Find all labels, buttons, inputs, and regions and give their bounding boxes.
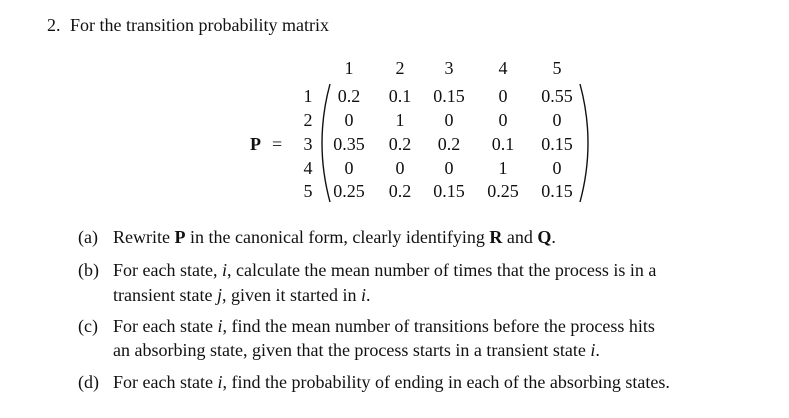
- text-segment: i: [217, 316, 223, 336]
- row-label: 4: [303, 158, 313, 178]
- matrix-entry: 0.1: [388, 86, 412, 106]
- text-segment: transient state: [113, 285, 217, 305]
- matrix-entry: 0.2: [388, 181, 412, 201]
- text-segment: , calculate the mean number of times tha…: [226, 260, 657, 280]
- right-paren: [579, 83, 589, 203]
- matrix-entry: 0: [444, 110, 454, 130]
- text-segment: For each state,: [113, 260, 222, 280]
- part-line: For each state, i, calculate the mean nu…: [113, 261, 656, 279]
- matrix-relation: =: [272, 134, 283, 154]
- matrix-entry: 0: [395, 158, 405, 178]
- row-label: 1: [303, 86, 313, 106]
- part-label: (a): [78, 227, 98, 247]
- matrix-entry: 0.55: [541, 86, 573, 106]
- part-label: (b): [78, 260, 99, 280]
- part-line: For each state i, find the probability o…: [113, 373, 670, 391]
- col-label: 5: [552, 58, 562, 78]
- part-line: For each state i, find the mean number o…: [113, 317, 655, 335]
- text-segment: i: [217, 372, 223, 392]
- matrix-entry: 0: [498, 86, 508, 106]
- text-segment: an absorbing state, given that the proce…: [113, 340, 591, 360]
- left-paren: [321, 83, 331, 203]
- text-segment: i: [360, 285, 366, 305]
- part-label: (d): [78, 372, 99, 392]
- text-segment: For each state: [113, 372, 218, 392]
- text-segment: , find the probability of ending in each…: [222, 372, 670, 392]
- matrix-entry: 0: [552, 158, 562, 178]
- text-segment: , find the mean number of transitions be…: [222, 316, 655, 336]
- text-segment: in the canonical form, clearly identifyi…: [185, 227, 490, 247]
- text-segment: .: [365, 285, 371, 305]
- matrix-entry: 0.1: [491, 134, 515, 154]
- text-segment: .: [595, 340, 600, 360]
- text-segment: , given it started in: [221, 285, 361, 305]
- part-line: an absorbing state, given that the proce…: [113, 341, 600, 359]
- part-line: transient state j, given it started in i…: [113, 286, 370, 304]
- problem-number: 2.: [47, 15, 61, 35]
- col-label: 4: [498, 58, 508, 78]
- text-segment: Q: [537, 227, 552, 247]
- matrix-entry: 0.15: [433, 86, 465, 106]
- text-segment: Rewrite: [113, 227, 175, 247]
- matrix-entry: 0: [444, 158, 454, 178]
- matrix-entry: 0.15: [433, 181, 465, 201]
- matrix-entry: 0.35: [333, 134, 365, 154]
- matrix-entry: 0: [344, 158, 354, 178]
- matrix-entry: 1: [395, 110, 405, 130]
- matrix-name: P: [250, 134, 261, 154]
- text-segment: R: [489, 227, 503, 247]
- col-label: 1: [344, 58, 354, 78]
- col-label: 3: [444, 58, 454, 78]
- text-segment: j: [216, 285, 222, 305]
- part-label: (c): [78, 316, 98, 336]
- matrix-entry: 0.25: [333, 181, 365, 201]
- text-segment: For each state: [113, 316, 218, 336]
- matrix-entry: 0.25: [487, 181, 519, 201]
- row-label: 5: [303, 181, 313, 201]
- matrix-entry: 0.15: [541, 134, 573, 154]
- text-segment: i: [590, 340, 596, 360]
- matrix-entry: 0: [344, 110, 354, 130]
- text-segment: P: [174, 227, 186, 247]
- matrix-entry: 0.2: [437, 134, 461, 154]
- matrix-entry: 1: [498, 158, 508, 178]
- text-segment: and: [502, 227, 538, 247]
- text-segment: i: [221, 260, 227, 280]
- matrix-entry: 0: [498, 110, 508, 130]
- matrix-entry: 0.15: [541, 181, 573, 201]
- row-label: 3: [303, 134, 313, 154]
- part-line: Rewrite P in the canonical form, clearly…: [113, 228, 556, 246]
- row-label: 2: [303, 110, 313, 130]
- problem-intro: For the transition probability matrix: [70, 15, 329, 35]
- matrix-entry: 0.2: [337, 86, 361, 106]
- col-label: 2: [395, 58, 405, 78]
- matrix-entry: 0.2: [388, 134, 412, 154]
- matrix-entry: 0: [552, 110, 562, 130]
- text-segment: .: [551, 227, 556, 247]
